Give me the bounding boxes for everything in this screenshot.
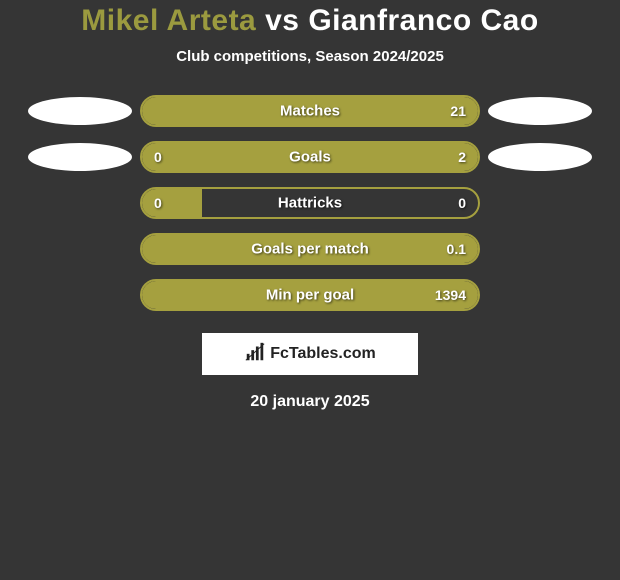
bar-chart-icon [244, 341, 266, 368]
stat-row-matches: Matches 21 [0, 95, 620, 127]
stat-left-value: 0 [154, 195, 162, 211]
bar-fill-right [202, 143, 478, 171]
stat-label: Goals [289, 149, 331, 166]
footer-date: 20 january 2025 [0, 393, 620, 411]
stat-label: Hattricks [278, 195, 342, 212]
logo-text: FcTables.com [270, 345, 376, 363]
stat-row-hattricks: 0 Hattricks 0 [0, 187, 620, 219]
stat-label: Matches [280, 103, 340, 120]
page-title: Mikel Arteta vs Gianfranco Cao [0, 4, 620, 38]
stat-bar-mpg: Min per goal 1394 [140, 279, 480, 311]
player2-avatar-placeholder [488, 143, 592, 171]
bar-fill-left [142, 143, 202, 171]
fctables-logo: FcTables.com [202, 333, 418, 375]
vs-text: vs [265, 4, 299, 37]
bar-fill-left [142, 189, 202, 217]
stat-bar-gpm: Goals per match 0.1 [140, 233, 480, 265]
player1-avatar-placeholder [28, 143, 132, 171]
stat-rows: Matches 21 0 Goals 2 0 Hattricks 0 [0, 95, 620, 311]
stat-bar-goals: 0 Goals 2 [140, 141, 480, 173]
stat-right-value: 0 [458, 195, 466, 211]
subtitle: Club competitions, Season 2024/2025 [0, 48, 620, 65]
stat-right-value: 1394 [435, 287, 466, 303]
stat-row-min-per-goal: Min per goal 1394 [0, 279, 620, 311]
stat-right-value: 2 [458, 149, 466, 165]
stat-row-goals-per-match: Goals per match 0.1 [0, 233, 620, 265]
stat-bar-hattricks: 0 Hattricks 0 [140, 187, 480, 219]
stat-left-value: 0 [154, 149, 162, 165]
stat-label: Min per goal [266, 287, 354, 304]
comparison-infographic: Mikel Arteta vs Gianfranco Cao Club comp… [0, 0, 620, 411]
stat-right-value: 21 [450, 103, 466, 119]
stat-bar-matches: Matches 21 [140, 95, 480, 127]
stat-row-goals: 0 Goals 2 [0, 141, 620, 173]
player1-name: Mikel Arteta [81, 4, 256, 37]
stat-right-value: 0.1 [447, 241, 466, 257]
player1-avatar-placeholder [28, 97, 132, 125]
player2-name: Gianfranco Cao [308, 4, 538, 37]
stat-label: Goals per match [251, 241, 369, 258]
player2-avatar-placeholder [488, 97, 592, 125]
